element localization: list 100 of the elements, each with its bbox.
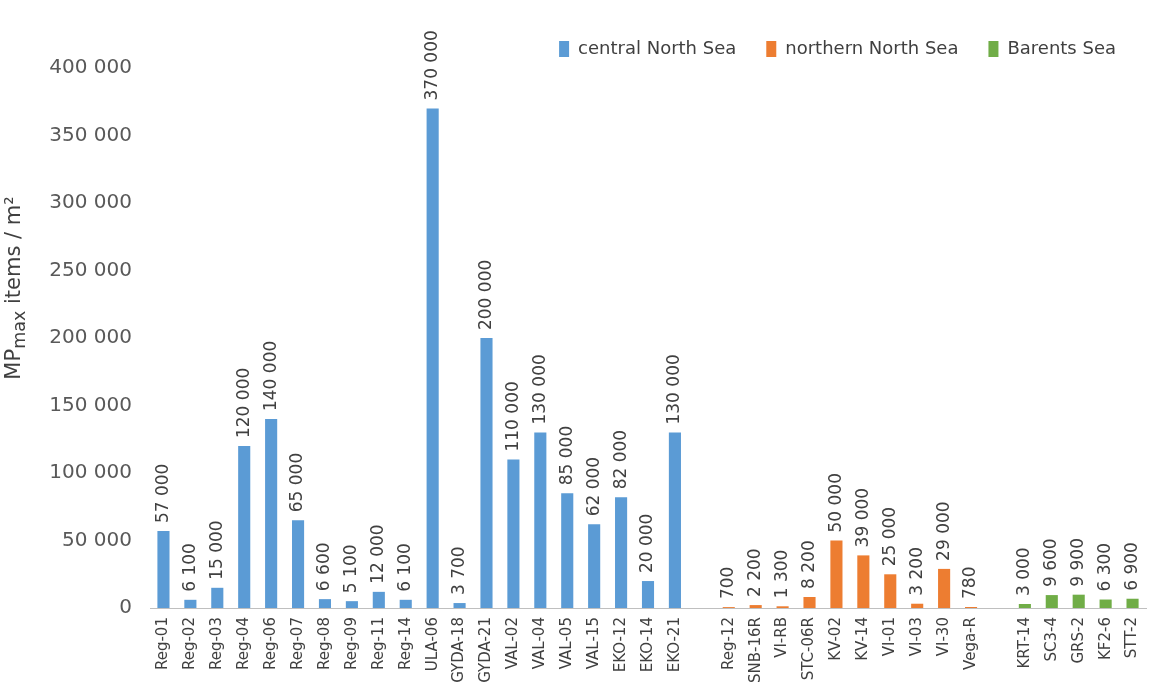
- x-tick-label: Reg-06: [261, 617, 280, 671]
- data-label: 62 000: [582, 456, 603, 517]
- data-label: 5 100: [340, 544, 361, 594]
- data-label: 6 100: [178, 543, 199, 592]
- x-tick-label: EKO-12: [610, 617, 629, 673]
- data-label: 6 600: [313, 542, 334, 592]
- bar: [588, 524, 601, 609]
- data-label: 12 000: [367, 524, 388, 584]
- data-label: 700: [717, 566, 738, 600]
- bar: [641, 581, 655, 609]
- x-tick-label: EKO-21: [664, 617, 683, 673]
- data-label: 9 600: [1040, 538, 1061, 588]
- data-label: 130 000: [663, 354, 684, 425]
- x-tick-label: STC-06R: [799, 617, 818, 681]
- bar: [1072, 594, 1085, 609]
- data-label: 82 000: [609, 429, 630, 490]
- x-tick-label: SNB-16R: [745, 617, 764, 684]
- legend-label: central North Sea: [578, 36, 737, 58]
- bar: [803, 596, 816, 609]
- bar: [668, 432, 681, 609]
- bar: [1099, 599, 1112, 609]
- data-label: 1 300: [771, 549, 792, 599]
- bar: [426, 108, 439, 609]
- x-tick-label: KRT-14: [1014, 617, 1033, 669]
- data-label: 3 700: [447, 546, 468, 596]
- legend-label: Barents Sea: [1007, 36, 1117, 58]
- data-label: 110 000: [501, 381, 522, 452]
- data-label: 25 000: [878, 506, 899, 567]
- x-tick-label: VI-RB: [772, 617, 791, 658]
- x-tick-label: Reg-08: [314, 617, 333, 671]
- bar: [857, 555, 870, 609]
- data-label: 3 200: [905, 547, 926, 596]
- bar: [911, 603, 924, 609]
- y-tick-label: 50 000: [62, 526, 132, 551]
- bar: [561, 493, 574, 609]
- bar: [292, 520, 305, 609]
- data-label: 57 000: [151, 463, 172, 524]
- bar: [938, 568, 951, 609]
- x-tick-label: Vega-R: [960, 617, 979, 670]
- x-tick-label: ULA-06: [422, 617, 441, 672]
- bar: [399, 599, 412, 609]
- bar: [372, 591, 385, 609]
- x-tick-label: GRS-2: [1068, 617, 1087, 664]
- y-tick-label: 150 000: [49, 391, 132, 416]
- x-tick-label: GYDA-21: [476, 617, 495, 683]
- bar: [345, 601, 358, 609]
- data-label: 6 900: [1120, 542, 1141, 591]
- data-label: 2 200: [744, 548, 765, 598]
- data-label: 65 000: [286, 452, 307, 513]
- bar: [453, 603, 466, 609]
- bar: [238, 446, 251, 609]
- data-label: 130 000: [528, 354, 549, 425]
- x-tick-label: KF2-6: [1095, 617, 1114, 661]
- x-tick-label: Reg-09: [341, 617, 360, 671]
- data-label: 120 000: [232, 367, 253, 439]
- bar: [1126, 598, 1139, 609]
- bar: [1045, 595, 1058, 609]
- y-tick-label: 250 000: [49, 256, 132, 281]
- x-tick-label: Reg-12: [718, 617, 737, 671]
- bar: [749, 605, 762, 609]
- x-tick-label: VAL-15: [584, 617, 603, 670]
- bar: [507, 459, 520, 609]
- bar: [211, 587, 224, 609]
- data-label: 50 000: [824, 473, 845, 533]
- bar: [318, 599, 332, 609]
- data-label: 6 100: [394, 543, 415, 592]
- x-tick-label: VAL-02: [503, 617, 522, 670]
- bar: [265, 419, 278, 609]
- data-label: 39 000: [851, 487, 872, 548]
- data-label: 780: [959, 566, 980, 599]
- x-tick-label: STT-2: [1122, 617, 1141, 659]
- data-label: 8 200: [797, 540, 818, 589]
- x-tick-label: VI-03: [907, 617, 926, 657]
- x-tick-label: Reg-11: [368, 617, 387, 671]
- data-label: 20 000: [636, 513, 657, 574]
- data-label: 29 000: [932, 501, 953, 561]
- y-tick-label: 0: [119, 594, 132, 619]
- y-tick-label: 100 000: [49, 459, 132, 484]
- x-tick-label: Reg-01: [153, 617, 172, 671]
- bar: [1018, 604, 1031, 609]
- x-tick-label: Reg-14: [395, 617, 414, 671]
- data-label: 85 000: [555, 425, 576, 486]
- x-tick-label: GYDA-18: [449, 617, 468, 683]
- x-tick-label: VI-01: [880, 617, 899, 657]
- data-label: 15 000: [205, 520, 226, 580]
- x-tick-label: KV-14: [853, 617, 872, 661]
- y-tick-label: 400 000: [49, 54, 132, 79]
- bar: [480, 338, 493, 609]
- x-tick-label: Reg-04: [234, 617, 253, 671]
- y-tick-label: 350 000: [49, 121, 132, 146]
- bar: [830, 540, 843, 609]
- bar: [184, 599, 197, 609]
- data-label: 9 900: [1067, 538, 1088, 587]
- x-tick-label: VAL-04: [530, 617, 549, 670]
- bar: [615, 497, 628, 609]
- data-label: 3 000: [1013, 547, 1034, 596]
- data-label: 140 000: [259, 340, 280, 412]
- x-tick-label: VI-30: [934, 617, 952, 657]
- x-tick-label: Reg-02: [180, 617, 199, 671]
- data-label: 6 300: [1094, 542, 1115, 592]
